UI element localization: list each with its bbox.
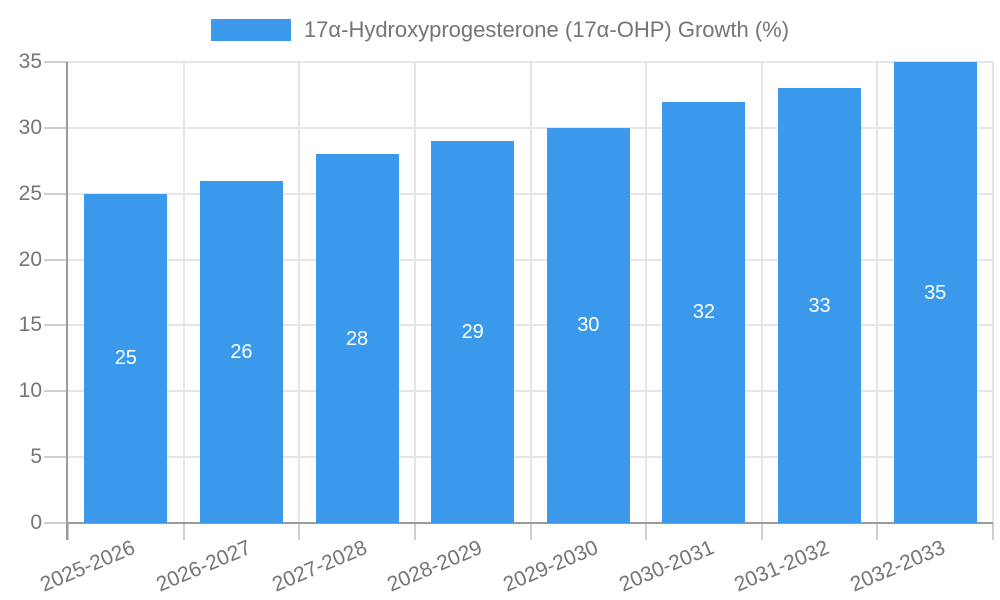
bar-value-label: 30 (577, 314, 600, 337)
x-axis-label: 2031-2032 (731, 536, 833, 597)
bar[interactable] (778, 88, 862, 523)
gridline-vertical (760, 62, 763, 523)
x-axis-label: 2028-2029 (384, 536, 486, 597)
x-axis-label: 2025-2026 (37, 536, 139, 597)
y-axis-tick (44, 61, 68, 63)
y-axis-tick (44, 522, 68, 524)
y-axis-label: 30 (18, 115, 42, 139)
y-axis-tick (44, 324, 68, 327)
y-axis-tick (44, 390, 68, 393)
gridline-vertical (876, 62, 879, 523)
x-axis-label: 2029-2030 (499, 536, 602, 597)
x-axis-tick (645, 523, 648, 540)
x-axis-label: 2030-2031 (615, 536, 717, 597)
x-axis-tick (529, 523, 532, 540)
x-axis-tick (992, 523, 994, 540)
bar-value-label: 25 (114, 347, 137, 370)
y-axis-label: 0 (30, 511, 42, 534)
bar-value-label: 26 (230, 340, 253, 363)
bar[interactable] (662, 101, 746, 523)
y-axis-label: 5 (30, 445, 42, 469)
legend-series-label: 17α-Hydroxyprogesterone (17α-OHP) Growth… (303, 17, 790, 42)
bar[interactable] (315, 154, 399, 523)
x-axis-label: 2032-2033 (846, 536, 949, 597)
x-axis-label: 2026-2027 (152, 536, 255, 597)
x-axis-tick (298, 523, 301, 540)
y-axis-line (66, 62, 68, 540)
y-axis-label: 25 (18, 181, 42, 205)
bar[interactable] (893, 62, 977, 523)
y-axis-tick (44, 258, 68, 261)
bar-value-label: 29 (461, 321, 484, 343)
legend-color-swatch (210, 19, 291, 41)
x-axis-tick (760, 523, 763, 540)
chart-legend[interactable]: 17α-Hydroxyprogesterone (17α-OHP) Growth… (0, 15, 1000, 45)
y-axis-tick (44, 126, 68, 129)
bar[interactable] (546, 127, 630, 523)
bar-value-label: 35 (924, 281, 947, 304)
gridline-vertical (298, 62, 301, 523)
y-axis-label: 10 (18, 379, 42, 403)
x-axis-line (66, 522, 993, 524)
bar[interactable] (199, 180, 283, 523)
bar-value-label: 28 (345, 327, 369, 350)
gridline-vertical (992, 62, 994, 523)
y-axis-label: 20 (18, 247, 42, 271)
gridline-vertical (182, 62, 185, 523)
y-axis-tick (44, 192, 68, 195)
x-axis-label: 2027-2028 (268, 536, 371, 597)
bar[interactable] (431, 141, 515, 523)
gridline-vertical (529, 62, 532, 523)
x-axis-tick (182, 523, 185, 540)
y-axis-label: 15 (18, 313, 42, 337)
y-axis-tick (44, 456, 68, 459)
x-axis-tick (67, 523, 69, 540)
y-axis-label: 35 (18, 50, 42, 73)
bar-value-label: 33 (808, 294, 831, 317)
gridline-vertical (645, 62, 648, 523)
bar-value-label: 32 (692, 301, 716, 324)
x-axis-tick (413, 523, 416, 540)
x-axis-tick (876, 523, 879, 540)
gridline-vertical (413, 62, 416, 523)
bar[interactable] (84, 193, 168, 523)
